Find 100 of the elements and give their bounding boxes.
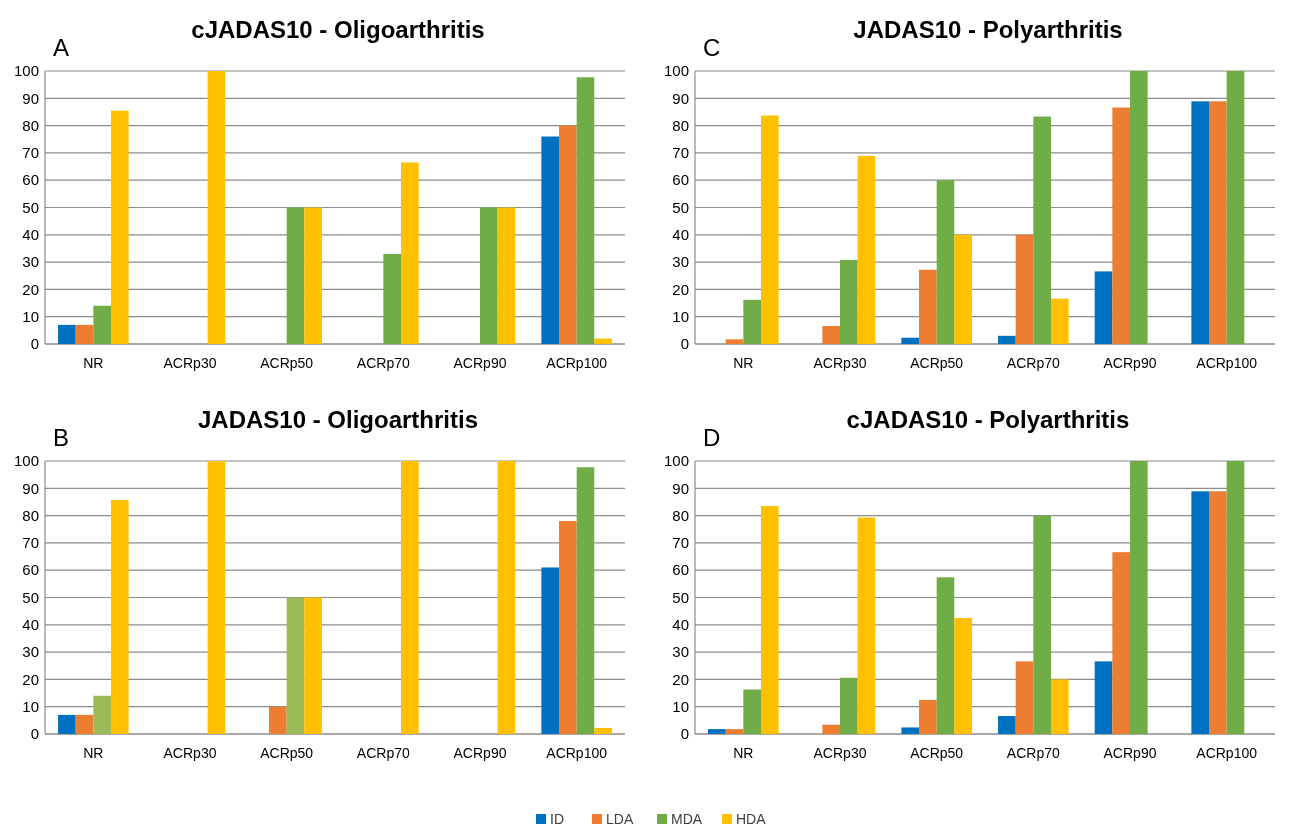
legend-label: ID: [550, 811, 564, 825]
x-tick-label: NR: [83, 745, 104, 761]
bar: [93, 305, 111, 344]
bar: [1112, 107, 1130, 344]
x-tick-label: ACRp70: [356, 745, 410, 761]
y-tick-label: 90: [672, 479, 689, 497]
y-tick-label: 100: [13, 62, 39, 80]
y-tick-label: 0: [680, 725, 689, 743]
y-tick-label: 40: [22, 616, 39, 634]
bar: [110, 110, 129, 344]
y-tick-label: 20: [672, 670, 689, 688]
y-tick-label: 40: [672, 616, 689, 634]
bar: [594, 338, 612, 344]
x-tick-label: ACRp100: [1196, 745, 1258, 761]
y-tick-label: 30: [22, 643, 39, 661]
bar: [1050, 298, 1069, 344]
bar: [400, 461, 419, 734]
y-tick-label: 80: [22, 116, 39, 134]
bar: [919, 699, 937, 734]
text: A: [53, 34, 70, 61]
y-tick-label: 80: [672, 506, 689, 524]
bar: [93, 695, 111, 734]
bar: [954, 617, 972, 734]
bar: [725, 339, 744, 344]
bar: [269, 706, 287, 734]
bar: [857, 155, 876, 344]
y-tick-label: 20: [672, 280, 689, 298]
bar: [576, 77, 595, 344]
bar: [497, 461, 516, 734]
x-tick-label: ACRp70: [356, 355, 410, 371]
bar: [541, 136, 560, 344]
bar: [743, 689, 761, 734]
y-tick-label: 100: [13, 452, 39, 470]
legend-label: LDA: [606, 811, 634, 825]
y-tick-label: 60: [22, 171, 39, 189]
bar: [559, 125, 577, 344]
bar: [497, 207, 516, 344]
y-tick-label: 70: [672, 144, 689, 162]
bar: [1226, 461, 1245, 734]
bar: [1209, 101, 1227, 344]
bar: [840, 259, 858, 344]
y-tick-label: 50: [672, 198, 689, 216]
x-tick-label: ACRp50: [910, 745, 964, 761]
x-tick-label: ACRp30: [813, 745, 867, 761]
x-tick-label: ACRp70: [1006, 355, 1060, 371]
bar: [1130, 71, 1148, 344]
x-tick-label: ACRp70: [1006, 745, 1060, 761]
bar: [998, 335, 1016, 344]
bar: [1226, 71, 1245, 344]
bar: [207, 71, 226, 344]
x-tick-label: ACRp100: [546, 745, 608, 761]
x-tick-label: ACRp90: [453, 745, 507, 761]
bar: [708, 729, 726, 734]
bar: [1033, 515, 1051, 734]
y-tick-label: 40: [672, 226, 689, 244]
y-tick-label: 10: [22, 307, 39, 325]
bar: [936, 180, 955, 344]
bar: [1050, 679, 1069, 734]
bar: [400, 162, 419, 344]
y-tick-label: 80: [22, 506, 39, 524]
y-tick-label: 30: [22, 253, 39, 271]
bar: [919, 269, 937, 344]
x-tick-label: ACRp30: [163, 355, 217, 371]
y-tick-label: 60: [672, 171, 689, 189]
y-tick-label: 20: [22, 670, 39, 688]
y-tick-label: 70: [672, 534, 689, 552]
bar: [936, 577, 955, 734]
bar: [954, 234, 972, 344]
text: B: [53, 424, 70, 451]
x-tick-label: ACRp90: [1103, 745, 1157, 761]
x-tick-label: ACRp30: [163, 745, 217, 761]
bar: [901, 337, 920, 344]
x-tick-label: ACRp50: [910, 355, 964, 371]
chart-title: JADAS10 - Polyarthritis: [853, 16, 1123, 43]
y-tick-label: 60: [672, 561, 689, 579]
bar: [1191, 101, 1210, 344]
legend-label: MDA: [671, 811, 703, 825]
x-tick-label: ACRp50: [260, 745, 314, 761]
bar: [383, 253, 401, 344]
bar: [58, 714, 76, 734]
chart-title: cJADAS10 - Polyarthritis: [846, 406, 1130, 433]
bar: [110, 500, 129, 734]
bar: [725, 729, 744, 734]
x-tick-label: NR: [733, 355, 754, 371]
x-tick-label: ACRp100: [1196, 355, 1258, 371]
x-tick-label: ACRp90: [1103, 355, 1157, 371]
y-tick-label: 90: [22, 89, 39, 107]
bar: [857, 517, 876, 734]
bar: [75, 324, 94, 344]
y-tick-label: 0: [680, 335, 689, 353]
x-tick-label: ACRp50: [260, 355, 314, 371]
x-tick-label: ACRp30: [813, 355, 867, 371]
chart-title: JADAS10 - Oligoarthritis: [197, 406, 479, 433]
x-tick-label: NR: [733, 745, 754, 761]
y-tick-label: 70: [22, 144, 39, 162]
bar: [304, 207, 322, 344]
bar: [998, 715, 1016, 734]
bar: [1209, 491, 1227, 734]
chart-title: cJADAS10 - Oligoarthritis: [191, 16, 485, 43]
bar: [559, 521, 577, 734]
